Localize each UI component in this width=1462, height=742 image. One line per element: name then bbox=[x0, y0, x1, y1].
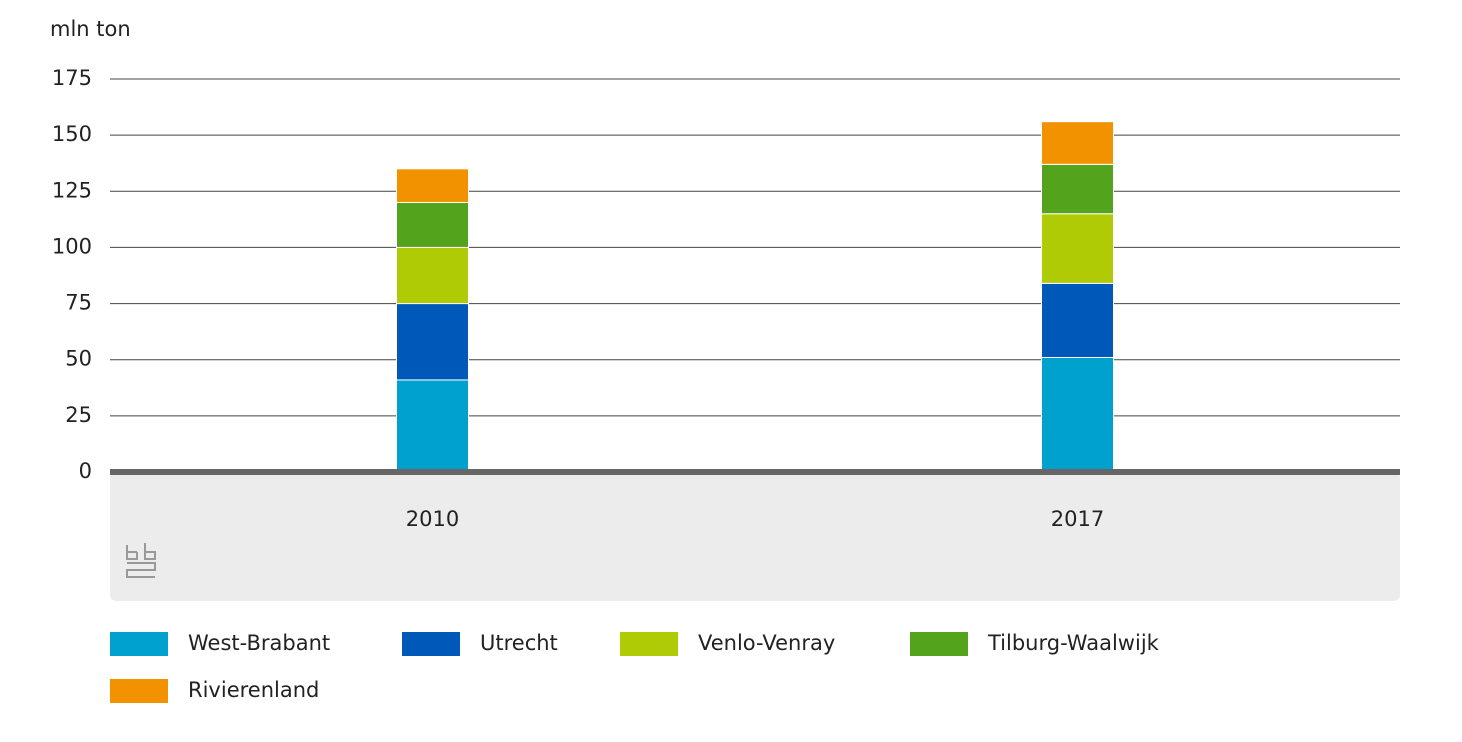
legend-swatch bbox=[910, 632, 968, 656]
legend-label: Utrecht bbox=[480, 631, 558, 655]
y-tick-label: 150 bbox=[52, 122, 92, 146]
y-tick-label: 50 bbox=[65, 347, 92, 371]
bar-segment bbox=[396, 379, 469, 473]
legend-label: Venlo-Venray bbox=[698, 631, 835, 655]
bar-segment bbox=[396, 303, 469, 381]
y-tick-label: 100 bbox=[52, 234, 92, 258]
x-tick-label: 2010 bbox=[406, 507, 459, 531]
bar-segment bbox=[396, 246, 469, 305]
legend-swatch bbox=[110, 632, 168, 656]
bar-segment bbox=[396, 168, 469, 204]
y-tick-label: 25 bbox=[65, 403, 92, 427]
x-tick-label: 2017 bbox=[1051, 507, 1104, 531]
bar-segment bbox=[396, 202, 469, 248]
legend-swatch bbox=[110, 679, 168, 703]
y-axis-label: mln ton bbox=[50, 17, 131, 41]
legend-label: West-Brabant bbox=[188, 631, 330, 655]
bar-segment bbox=[1041, 282, 1114, 358]
y-tick-label: 75 bbox=[65, 291, 92, 315]
cbs-logo bbox=[126, 543, 156, 578]
y-tick-label: 0 bbox=[79, 459, 92, 483]
legend-label: Rivierenland bbox=[188, 678, 319, 702]
y-tick-label: 175 bbox=[52, 66, 92, 90]
bar-segment bbox=[1041, 356, 1114, 473]
bar-segment bbox=[1041, 121, 1114, 165]
bar-segment bbox=[1041, 213, 1114, 284]
x-axis-band bbox=[110, 472, 1400, 601]
legend-swatch bbox=[402, 632, 460, 656]
legend-label: Tilburg-Waalwijk bbox=[987, 631, 1160, 655]
legend-swatch bbox=[620, 632, 678, 656]
y-tick-label: 125 bbox=[52, 178, 92, 202]
bar-segment bbox=[1041, 163, 1114, 215]
